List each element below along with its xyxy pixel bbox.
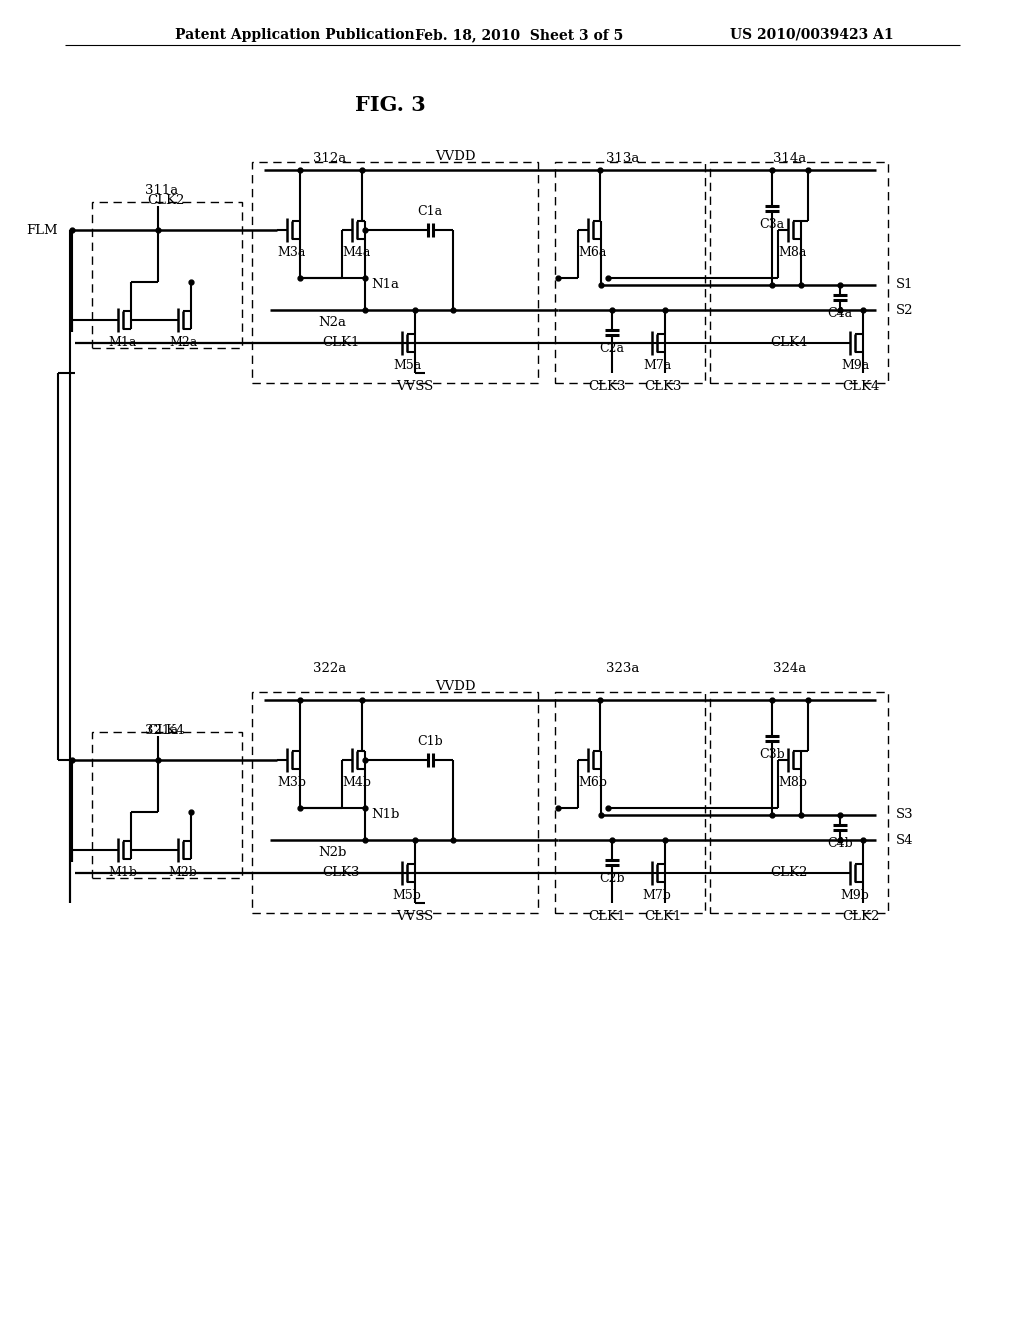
Text: N2a: N2a [318, 315, 346, 329]
Text: M6a: M6a [579, 246, 607, 259]
Text: M8b: M8b [778, 776, 808, 789]
Text: M7a: M7a [643, 359, 671, 372]
Text: CLK4: CLK4 [147, 723, 184, 737]
Text: M2a: M2a [169, 337, 198, 348]
Text: M9b: M9b [841, 888, 869, 902]
Bar [252, 692, 538, 913]
Text: M4a: M4a [343, 246, 371, 259]
Text: CLK3: CLK3 [588, 380, 626, 393]
Text: S2: S2 [896, 304, 913, 317]
Text: CLK1: CLK1 [323, 337, 360, 350]
Text: 321a: 321a [145, 723, 178, 737]
Text: CLK2: CLK2 [147, 194, 184, 206]
Text: CLK2: CLK2 [843, 911, 880, 924]
Text: VVSS: VVSS [396, 911, 433, 924]
Text: US 2010/0039423 A1: US 2010/0039423 A1 [730, 28, 894, 42]
Text: C2a: C2a [599, 342, 625, 355]
Text: 314a: 314a [773, 152, 807, 165]
Text: CLK3: CLK3 [644, 380, 682, 393]
Text: C3b: C3b [759, 747, 784, 760]
Text: Feb. 18, 2010  Sheet 3 of 5: Feb. 18, 2010 Sheet 3 of 5 [415, 28, 624, 42]
Text: CLK3: CLK3 [323, 866, 360, 879]
Text: M1a: M1a [109, 337, 137, 348]
Text: VVDD: VVDD [435, 150, 475, 164]
Text: C4b: C4b [827, 837, 853, 850]
Text: M6b: M6b [579, 776, 607, 789]
Text: Patent Application Publication: Patent Application Publication [175, 28, 415, 42]
Text: C1b: C1b [417, 735, 442, 748]
Bar [710, 162, 888, 383]
Text: M5b: M5b [392, 888, 422, 902]
Text: 312a: 312a [313, 152, 347, 165]
Text: VVSS: VVSS [396, 380, 433, 393]
Bar [555, 162, 705, 383]
Text: M9a: M9a [841, 359, 869, 372]
Text: FLM: FLM [27, 223, 58, 236]
Text: M4b: M4b [342, 776, 372, 789]
Text: 311a: 311a [145, 183, 178, 197]
Text: M7b: M7b [643, 888, 672, 902]
Text: N1a: N1a [371, 277, 399, 290]
Bar [252, 162, 538, 383]
Text: M3a: M3a [278, 246, 306, 259]
Text: N1b: N1b [371, 808, 399, 821]
Text: M2b: M2b [169, 866, 198, 879]
Text: CLK4: CLK4 [771, 337, 808, 350]
Text: C3a: C3a [760, 218, 784, 231]
Text: CLK4: CLK4 [843, 380, 880, 393]
Text: CLK1: CLK1 [644, 911, 682, 924]
Text: FIG. 3: FIG. 3 [354, 95, 425, 115]
Text: 324a: 324a [773, 661, 807, 675]
Bar [555, 692, 705, 913]
Text: M5a: M5a [393, 359, 421, 372]
Text: M1b: M1b [109, 866, 137, 879]
Bar [92, 202, 242, 348]
Text: CLK2: CLK2 [771, 866, 808, 879]
Text: N2b: N2b [317, 846, 346, 858]
Text: S1: S1 [896, 279, 913, 292]
Text: S3: S3 [896, 808, 913, 821]
Text: VVDD: VVDD [435, 681, 475, 693]
Text: 322a: 322a [313, 661, 347, 675]
Text: 313a: 313a [606, 152, 640, 165]
Text: 323a: 323a [606, 661, 640, 675]
Text: CLK1: CLK1 [589, 911, 626, 924]
Text: C2b: C2b [599, 873, 625, 884]
Bar [710, 692, 888, 913]
Text: M8a: M8a [779, 246, 807, 259]
Text: C1a: C1a [418, 205, 442, 218]
Text: M3b: M3b [278, 776, 306, 789]
Bar [92, 733, 242, 878]
Text: S4: S4 [896, 833, 913, 846]
Text: C4a: C4a [827, 308, 853, 319]
